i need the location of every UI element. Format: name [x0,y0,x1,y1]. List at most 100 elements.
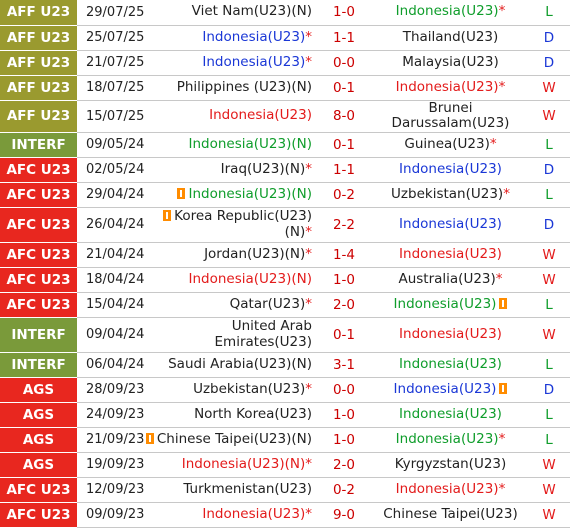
match-row[interactable]: INTERF 09/04/24 United Arab Emirates(U23) 0… [0,317,570,353]
away-team[interactable]: Brunei Darussalam(U23) [373,100,528,133]
match-score[interactable]: 1-1 [315,157,373,183]
away-team[interactable]: Indonesia(U23) [373,207,528,243]
competition-label[interactable]: AFF U23 [0,25,77,51]
away-team[interactable]: Indonesia(U23) [373,377,528,403]
home-team[interactable]: Jordan(U23)(N)* [143,242,315,268]
away-team[interactable]: Indonesia(U23) [373,317,528,353]
match-row[interactable]: AFC U23 12/09/23 Turkmenistan(U23) 0-2 Indon… [0,477,570,503]
home-team[interactable]: North Korea(U23) [143,402,315,428]
competition-label[interactable]: AGS [0,402,77,428]
home-team[interactable]: Uzbekistan(U23)* [143,377,315,403]
competition-label[interactable]: AFC U23 [0,292,77,318]
match-score[interactable]: 1-0 [315,402,373,428]
competition-label[interactable]: AFF U23 [0,75,77,101]
competition-label[interactable]: AFF U23 [0,0,77,26]
match-score[interactable]: 9-0 [315,502,373,528]
away-team[interactable]: Indonesia(U23) [373,157,528,183]
away-team[interactable]: Indonesia(U23) [373,402,528,428]
match-row[interactable]: AGS 24/09/23 North Korea(U23) 1-0 Indonesia(… [0,402,570,428]
away-team[interactable]: Indonesia(U23) [373,242,528,268]
match-score[interactable]: 0-2 [315,182,373,208]
home-team[interactable]: Viet Nam(U23)(N) [143,0,315,26]
competition-label[interactable]: AFF U23 [0,50,77,76]
home-team[interactable]: Indonesia(U23)(N) [143,132,315,158]
home-team[interactable]: Chinese Taipei(U23)(N) [143,427,315,453]
home-team[interactable]: Indonesia(U23)* [143,50,315,76]
match-row[interactable]: AGS 21/09/23 Chinese Taipei(U23)(N) 1-0 Indo… [0,427,570,453]
away-team[interactable]: Indonesia(U23)* [373,427,528,453]
away-team[interactable]: Australia(U23)* [373,267,528,293]
match-row[interactable]: AFC U23 18/04/24 Indonesia(U23)(N) 1-0 Austr… [0,267,570,293]
match-score[interactable]: 1-0 [315,0,373,26]
match-score[interactable]: 2-0 [315,452,373,478]
home-team[interactable]: Korea Republic(U23)(N)* [143,207,315,243]
match-score[interactable]: 2-0 [315,292,373,318]
home-team[interactable]: Indonesia(U23)(N) [143,267,315,293]
home-team[interactable]: Turkmenistan(U23) [143,477,315,503]
away-team[interactable]: Kyrgyzstan(U23) [373,452,528,478]
competition-label[interactable]: INTERF [0,352,77,378]
match-score[interactable]: 0-0 [315,377,373,403]
match-row[interactable]: INTERF 06/04/24 Saudi Arabia(U23)(N) 3-1 Ind… [0,352,570,378]
competition-label[interactable]: AGS [0,427,77,453]
match-row[interactable]: AFC U23 09/09/23 Indonesia(U23)* 9-0 Chinese… [0,502,570,528]
match-row[interactable]: AFC U23 26/04/24 Korea Republic(U23)(N)* 2-… [0,207,570,243]
home-team[interactable]: United Arab Emirates(U23) [143,317,315,353]
match-score[interactable]: 1-1 [315,25,373,51]
competition-label[interactable]: AFC U23 [0,242,77,268]
match-row[interactable]: AFC U23 15/04/24 Qatar(U23)* 2-0 Indonesia(U… [0,292,570,318]
competition-label[interactable]: INTERF [0,132,77,158]
match-score[interactable]: 0-1 [315,75,373,101]
match-row[interactable]: AGS 19/09/23 Indonesia(U23)(N)* 2-0 Kyrgyzst… [0,452,570,478]
competition-label[interactable]: AFC U23 [0,182,77,208]
competition-label[interactable]: AFC U23 [0,502,77,528]
match-row[interactable]: INTERF 09/05/24 Indonesia(U23)(N) 0-1 Guinea… [0,132,570,158]
match-score[interactable]: 3-1 [315,352,373,378]
away-team[interactable]: Indonesia(U23) [373,292,528,318]
competition-label[interactable]: AFF U23 [0,100,77,133]
home-team[interactable]: Indonesia(U23) [143,100,315,133]
away-team[interactable]: Indonesia(U23) [373,352,528,378]
match-score[interactable]: 0-1 [315,317,373,353]
away-team[interactable]: Guinea(U23)* [373,132,528,158]
home-team[interactable]: Qatar(U23)* [143,292,315,318]
match-score[interactable]: 1-4 [315,242,373,268]
away-team[interactable]: Malaysia(U23) [373,50,528,76]
competition-label[interactable]: INTERF [0,317,77,353]
match-row[interactable]: AFF U23 25/07/25 Indonesia(U23)* 1-1 Thailan… [0,25,570,51]
match-row[interactable]: AFF U23 29/07/25 Viet Nam(U23)(N) 1-0 Indone… [0,0,570,26]
match-score[interactable]: 1-0 [315,427,373,453]
match-row[interactable]: AFC U23 02/05/24 Iraq(U23)(N)* 1-1 Indonesia… [0,157,570,183]
match-score[interactable]: 8-0 [315,100,373,133]
match-score[interactable]: 0-0 [315,50,373,76]
away-team[interactable]: Indonesia(U23)* [373,0,528,26]
match-row[interactable]: AGS 28/09/23 Uzbekistan(U23)* 0-0 Indonesia(… [0,377,570,403]
away-team[interactable]: Indonesia(U23)* [373,477,528,503]
home-team[interactable]: Philippines (U23)(N) [143,75,315,101]
away-team[interactable]: Indonesia(U23)* [373,75,528,101]
competition-label[interactable]: AFC U23 [0,267,77,293]
competition-label[interactable]: AFC U23 [0,207,77,243]
match-score[interactable]: 0-1 [315,132,373,158]
match-row[interactable]: AFC U23 29/04/24 Indonesia(U23)(N) 0-2 Uzbek… [0,182,570,208]
match-row[interactable]: AFF U23 15/07/25 Indonesia(U23) 8-0 Brunei D… [0,100,570,133]
competition-label[interactable]: AGS [0,452,77,478]
match-row[interactable]: AFF U23 21/07/25 Indonesia(U23)* 0-0 Malaysi… [0,50,570,76]
competition-label[interactable]: AGS [0,377,77,403]
home-team[interactable]: Iraq(U23)(N)* [143,157,315,183]
home-team[interactable]: Indonesia(U23)(N)* [143,452,315,478]
match-row[interactable]: AFF U23 18/07/25 Philippines (U23)(N) 0-1 In… [0,75,570,101]
match-row[interactable]: AFC U23 21/04/24 Jordan(U23)(N)* 1-4 Indones… [0,242,570,268]
home-team[interactable]: Indonesia(U23)* [143,25,315,51]
home-team[interactable]: Indonesia(U23)(N) [143,182,315,208]
match-score[interactable]: 1-0 [315,267,373,293]
competition-label[interactable]: AFC U23 [0,157,77,183]
away-team[interactable]: Uzbekistan(U23)* [373,182,528,208]
away-team[interactable]: Chinese Taipei(U23) [373,502,528,528]
home-team[interactable]: Indonesia(U23)* [143,502,315,528]
match-score[interactable]: 2-2 [315,207,373,243]
away-team[interactable]: Thailand(U23) [373,25,528,51]
home-team[interactable]: Saudi Arabia(U23)(N) [143,352,315,378]
competition-label[interactable]: AFC U23 [0,477,77,503]
match-score[interactable]: 0-2 [315,477,373,503]
